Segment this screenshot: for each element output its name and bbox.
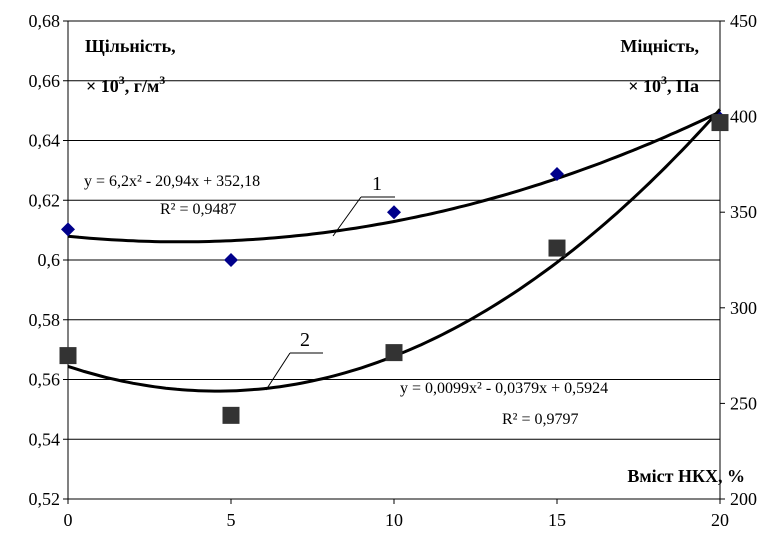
point-series-1 (224, 253, 238, 267)
right-axis-label-line2: × 103, Па (628, 73, 699, 96)
curve-2-number: 2 (300, 329, 310, 351)
left-tick-label: 0,6 (38, 250, 61, 270)
x-tick-label: 5 (227, 510, 236, 530)
grid-lines (68, 80, 720, 440)
left-tick-label: 0,58 (29, 310, 61, 330)
right-tick-label: 300 (730, 298, 757, 318)
data-points (59, 111, 729, 424)
equation-series-1: y = 6,2x² - 20,94x + 352,18 (84, 173, 260, 190)
x-axis-ticks: 0 5 10 15 20 (64, 499, 729, 530)
trend-line-series-1 (67, 110, 721, 244)
right-axis-label-line1: Міцність, (620, 36, 699, 56)
r2-series-2: R² = 0,9797 (502, 411, 579, 428)
right-tick-label: 350 (730, 202, 757, 222)
left-axis-label-line1: Щільність, (85, 36, 176, 56)
left-tick-label: 0,62 (29, 190, 61, 210)
curve-2-leader (265, 352, 291, 391)
left-tick-label: 0,52 (29, 489, 61, 509)
left-tick-label: 0,54 (29, 429, 61, 449)
left-tick-label: 0,68 (29, 11, 61, 31)
point-series-2 (711, 114, 729, 132)
point-series-1 (387, 205, 401, 220)
left-tick-label: 0,66 (29, 71, 61, 91)
left-axis-label-line2: × 103, г/м3 (86, 73, 165, 96)
x-tick-label: 10 (385, 510, 403, 530)
curve-1-number: 1 (372, 173, 382, 195)
right-tick-label: 250 (730, 393, 757, 413)
curve-1-leader (332, 196, 362, 237)
x-axis-label: Вміст НКХ, % (627, 466, 745, 486)
x-tick-label: 20 (711, 510, 729, 530)
equation-series-2: y = 0,0099x² - 0,0379x + 0,5924 (400, 380, 608, 397)
point-series-1 (61, 222, 75, 237)
point-series-1 (550, 166, 564, 181)
right-axis-ticks: 200 250 300 350 400 450 (720, 11, 757, 509)
right-tick-label: 450 (730, 11, 757, 31)
right-tick-label: 400 (730, 107, 757, 127)
left-axis-ticks: 0,52 0,54 0,56 0,58 0,6 0,62 0,64 0,66 0,68 (29, 11, 68, 509)
point-series-2 (59, 347, 77, 365)
left-tick-label: 0,64 (29, 131, 61, 151)
point-series-2 (222, 406, 240, 424)
right-tick-label: 200 (730, 489, 757, 509)
x-tick-label: 15 (548, 510, 566, 530)
left-tick-label: 0,56 (29, 370, 61, 390)
point-series-2 (548, 239, 566, 257)
r2-series-1: R² = 0,9487 (160, 201, 237, 218)
x-tick-label: 0 (64, 510, 73, 530)
point-series-2 (385, 344, 403, 362)
